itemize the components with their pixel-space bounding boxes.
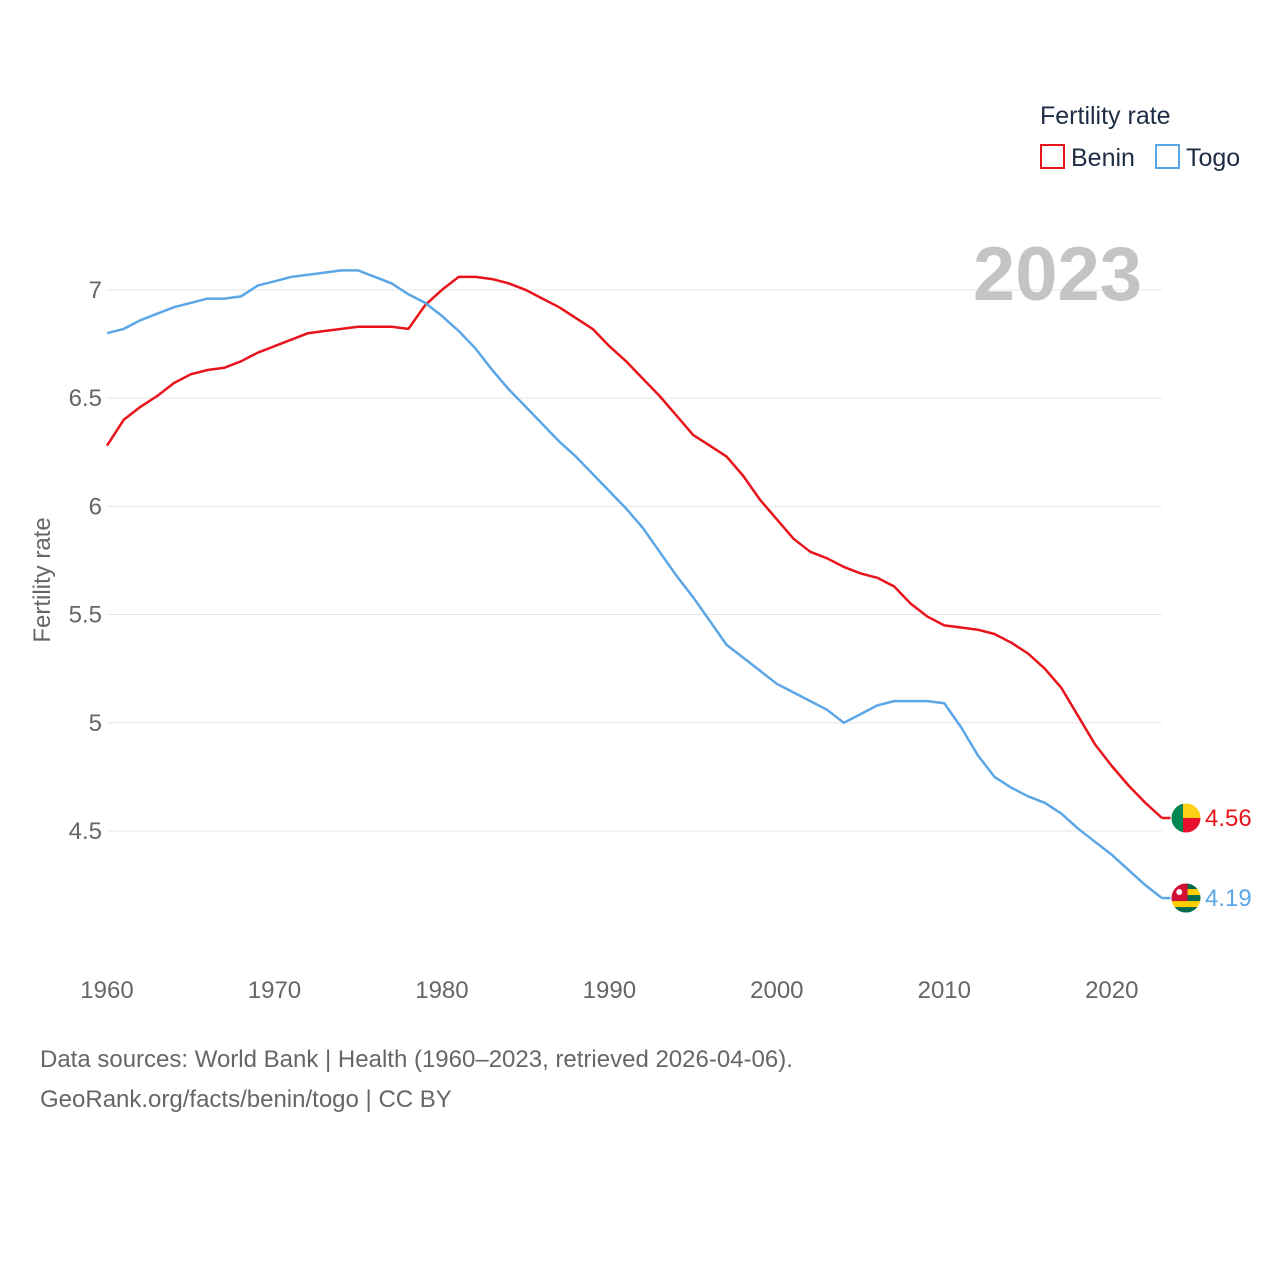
benin-flag-icon [1170, 802, 1202, 834]
x-tick-label: 1960 [80, 977, 133, 1004]
legend-swatch-benin [1040, 144, 1065, 169]
legend-item-togo[interactable]: Togo [1155, 144, 1240, 172]
legend-title: Fertility rate [1040, 102, 1171, 130]
data-source-text: Data sources: World Bank | Health (1960–… [40, 1046, 793, 1073]
legend-item-benin[interactable]: Benin [1040, 144, 1135, 172]
end-value-label-togo: 4.19 [1205, 885, 1252, 912]
series-lines [105, 269, 1163, 900]
togo-flag-icon [1170, 882, 1202, 914]
legend-label-togo: Togo [1186, 144, 1240, 172]
year-label: 2023 [973, 232, 1142, 317]
legend-swatch-togo [1155, 144, 1180, 169]
x-tick-label: 2000 [750, 977, 803, 1004]
line-benin [105, 275, 1163, 819]
legend: Fertility rate Benin Togo [1040, 102, 1240, 172]
series-end-markers: 4.56 4.19 [1162, 802, 1252, 914]
y-axis-ticks: 4.5 5 5.5 6 6.5 7 [69, 277, 102, 845]
x-tick-label: 1980 [415, 977, 468, 1004]
flag-border [1170, 882, 1202, 914]
gridlines [107, 289, 1162, 832]
y-tick-label: 5.5 [69, 602, 102, 629]
y-tick-label: 4.5 [69, 818, 102, 845]
x-tick-label: 1990 [583, 977, 636, 1004]
y-tick-label: 5 [89, 710, 102, 737]
end-value-label-benin: 4.56 [1205, 805, 1252, 832]
footer: Data sources: World Bank | Health (1960–… [40, 1040, 793, 1120]
line-togo [106, 269, 1163, 900]
y-tick-label: 7 [89, 277, 102, 304]
flag-border [1170, 802, 1202, 834]
y-tick-label: 6.5 [69, 385, 102, 412]
x-axis-ticks: 1960 1970 1980 1990 2000 2010 2020 [80, 977, 1138, 1004]
y-axis-title: Fertility rate [29, 517, 56, 642]
x-tick-label: 1970 [248, 977, 301, 1004]
legend-label-benin: Benin [1071, 144, 1135, 172]
y-tick-label: 6 [89, 493, 102, 520]
x-tick-label: 2020 [1085, 977, 1138, 1004]
x-tick-label: 2010 [918, 977, 971, 1004]
attribution-text: GeoRank.org/facts/benin/togo | CC BY [40, 1086, 452, 1113]
